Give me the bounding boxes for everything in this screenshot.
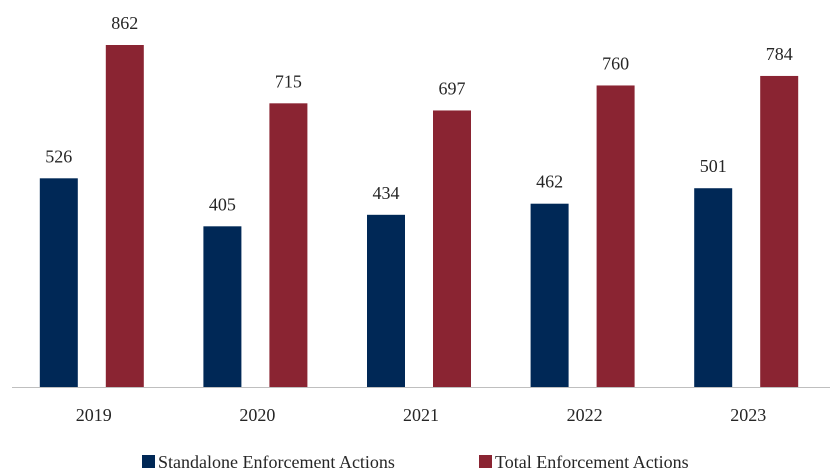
bar-total-2023 [760, 75, 799, 388]
x-tick-label-2022: 2022 [567, 405, 603, 425]
bar-standalone-2020 [203, 226, 242, 387]
bar-standalone-2022 [530, 203, 569, 387]
value-label-standalone-2019: 526 [45, 146, 72, 166]
bar-standalone-2021 [367, 214, 405, 387]
x-tick-label-2019: 2019 [76, 405, 112, 425]
value-label-total-2022: 760 [602, 53, 629, 73]
value-label-total-2019: 862 [111, 13, 138, 33]
value-labels-group: 526 862 405 715 434 697 462 760 501 784 [45, 13, 792, 214]
value-label-standalone-2021: 434 [373, 183, 400, 203]
value-label-total-2020: 715 [275, 71, 302, 91]
value-label-standalone-2022: 462 [536, 172, 563, 192]
x-tick-label-2021: 2021 [403, 405, 439, 425]
legend-swatch-total [479, 455, 492, 468]
legend-label-standalone: Standalone Enforcement Actions [158, 452, 395, 472]
bar-standalone-2023 [694, 188, 733, 387]
value-label-total-2023: 784 [766, 44, 793, 64]
bar-standalone-2019 [39, 178, 78, 387]
value-label-total-2021: 697 [439, 78, 466, 98]
legend-label-total: Total Enforcement Actions [495, 452, 689, 472]
x-tick-label-2023: 2023 [730, 405, 766, 425]
legend-swatch-standalone [142, 455, 155, 468]
bar-total-2022 [596, 85, 635, 387]
bar-total-2019 [105, 45, 144, 387]
bars-group [39, 45, 799, 388]
bar-total-2020 [269, 103, 308, 387]
x-tick-labels-group: 2019 2020 2021 2022 2023 [76, 405, 766, 425]
value-label-standalone-2020: 405 [209, 194, 236, 214]
x-tick-label-2020: 2020 [239, 405, 275, 425]
value-label-standalone-2023: 501 [700, 156, 727, 176]
bar-total-2021 [433, 110, 471, 387]
legend: Standalone Enforcement Actions Total Enf… [142, 452, 689, 472]
